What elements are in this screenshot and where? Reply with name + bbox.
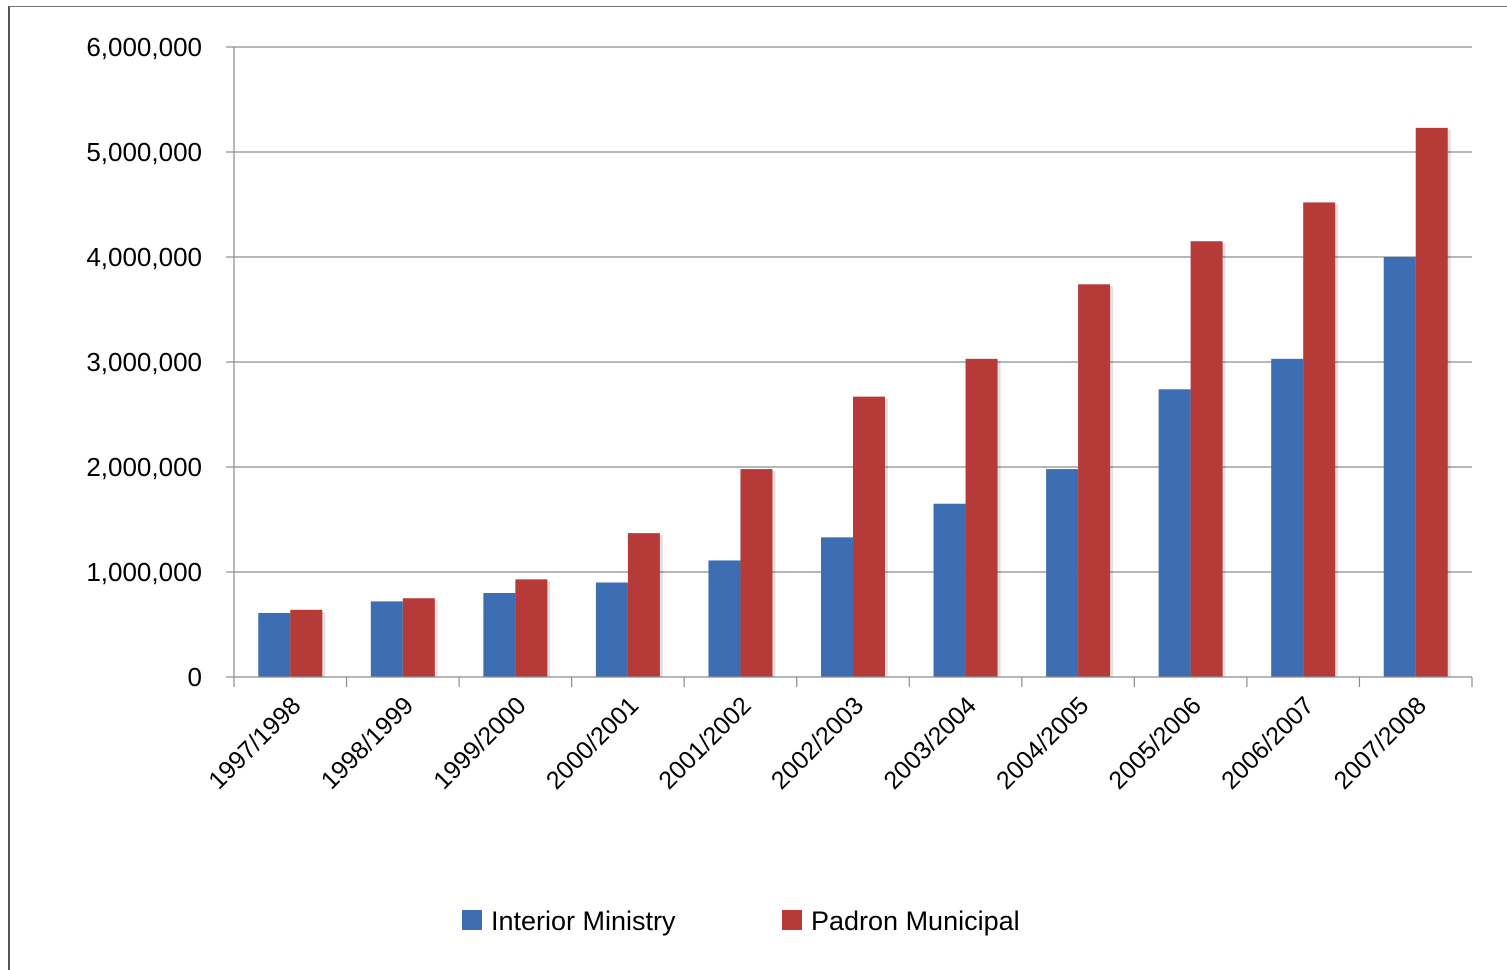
- y-axis-ticks: 0 1,000,000 2,000,000 3,000,000 4,000,000 5,0…: [86, 32, 202, 692]
- y-tick-label: 4,000,000: [86, 242, 202, 272]
- legend-label: Padron Municipal: [811, 906, 1020, 936]
- bar-padron-municipal: [1303, 202, 1336, 677]
- x-tick-label: 2001/2002: [653, 691, 756, 794]
- bar-interior-ministry: [708, 560, 741, 677]
- y-tick-label: 1,000,000: [86, 557, 202, 587]
- legend: Interior Ministry Padron Municipal: [462, 906, 1020, 936]
- bar-padron-municipal: [965, 358, 998, 677]
- x-tick-label: 2005/2006: [1104, 691, 1207, 794]
- axes: [226, 46, 1473, 687]
- bar-interior-ministry: [595, 582, 628, 677]
- legend-swatch: [782, 910, 802, 930]
- x-tick-label: 2003/2004: [878, 691, 981, 794]
- x-tick-label: 1998/1999: [316, 691, 419, 794]
- y-tick-label: 2,000,000: [86, 452, 202, 482]
- bar-interior-ministry: [483, 593, 516, 677]
- bar-padron-municipal: [290, 609, 323, 677]
- y-tick-label: 0: [188, 662, 202, 692]
- x-axis-ticks: 1997/1998 1998/1999 1999/2000 2000/2001 2001…: [203, 691, 1432, 794]
- bar-interior-ministry: [1158, 389, 1191, 677]
- x-tick-label: 2006/2007: [1216, 691, 1319, 794]
- x-tick-label: 2002/2003: [766, 691, 869, 794]
- bar-interior-ministry: [933, 503, 966, 677]
- bar-padron-municipal: [1078, 284, 1111, 677]
- bar-padron-municipal: [402, 598, 435, 677]
- bar-padron-municipal: [515, 579, 548, 677]
- x-tick-label: 2004/2005: [991, 691, 1094, 794]
- bar-padron-municipal: [1415, 127, 1448, 678]
- bar-interior-ministry: [258, 612, 291, 677]
- bar-interior-ministry: [1046, 469, 1079, 677]
- bar-padron-municipal: [1190, 241, 1223, 677]
- x-tick-label: 2000/2001: [541, 691, 644, 794]
- legend-swatch: [462, 910, 482, 930]
- x-tick-label: 1997/1998: [203, 691, 306, 794]
- bar-padron-municipal: [740, 469, 773, 677]
- legend-label: Interior Ministry: [491, 906, 676, 936]
- bar-interior-ministry: [1383, 257, 1416, 677]
- bar-interior-ministry: [370, 601, 403, 677]
- x-tick-label: 1999/2000: [428, 691, 531, 794]
- bars: [258, 127, 1451, 678]
- bar-interior-ministry: [821, 537, 853, 677]
- y-tick-label: 3,000,000: [86, 347, 202, 377]
- x-tick-label: 2007/2008: [1329, 691, 1432, 794]
- y-tick-label: 6,000,000: [86, 32, 202, 62]
- bar-padron-municipal: [853, 396, 885, 677]
- bar-padron-municipal: [627, 533, 660, 677]
- y-tick-label: 5,000,000: [86, 137, 202, 167]
- bar-interior-ministry: [1271, 358, 1304, 677]
